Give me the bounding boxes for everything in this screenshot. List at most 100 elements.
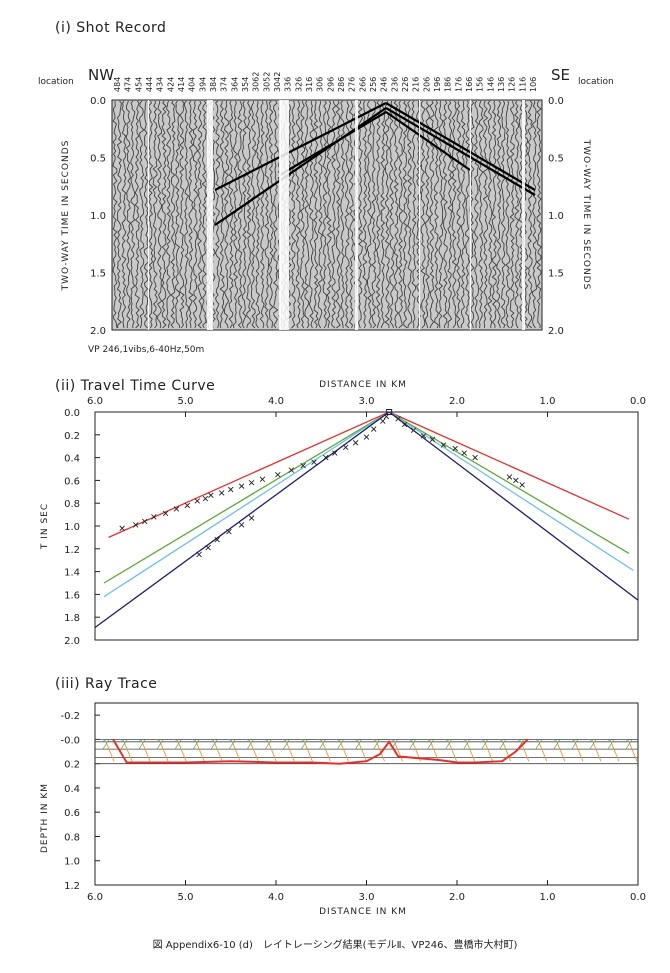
travel-time-line-red [108, 411, 630, 538]
ray-segment [282, 739, 288, 743]
seismic-trace [246, 100, 252, 329]
station-label: 106 [529, 77, 538, 92]
seismic-trace [393, 100, 399, 329]
ray-segment [301, 739, 308, 750]
station-label: 434 [156, 77, 165, 92]
station-label: 474 [124, 77, 133, 92]
seismic-trace [184, 100, 190, 329]
station-labels: 484 474 454 444 434 424 414 404 394 384 374 364 354 3… [113, 72, 538, 92]
observed-point [401, 421, 408, 428]
ray-trace-y-ticks: -0.2 -0.0 0.2 0.4 0.6 0.8 1.0 1.2 [60, 711, 100, 892]
ray-segment [571, 739, 579, 750]
station-label: 394 [198, 77, 207, 92]
figure-caption: 図 Appendix6-10 (d) レイトレーシング結果(モデルⅡ、VP246… [152, 940, 518, 951]
observed-point [513, 477, 519, 484]
travel-time-y-ticks: 0.0 0.2 0.4 0.6 0.8 1.0 1.2 1.4 1.6 1.8 2.0 [64, 408, 100, 647]
seismic-trace [308, 100, 314, 329]
travel-time-y-tick-label: 1.4 [64, 568, 80, 579]
seismic-trace [201, 100, 207, 329]
travel-time-y-tick-label: 1.8 [64, 613, 80, 624]
ray-segment [192, 739, 200, 750]
travel-time-y-tick-label: 1.2 [64, 545, 80, 556]
ray-trace-y-tick-label: 0.6 [64, 808, 80, 819]
ray-trace-ylabel: DEPTH IN KM [40, 783, 50, 853]
observed-point [440, 442, 447, 448]
ray-segment [624, 739, 631, 743]
ray-segment [173, 739, 180, 743]
seismic-trace [112, 101, 118, 329]
seismic-trace [357, 101, 364, 329]
ray-segment [444, 739, 450, 743]
ray-trace-x-tick-label: 0.0 [630, 892, 646, 903]
observed-point [342, 444, 349, 451]
travel-time-y-tick-label: 0.0 [64, 408, 80, 419]
ray-segment [589, 739, 597, 750]
ray-segment [264, 739, 270, 743]
ray-segment [120, 739, 128, 750]
seismic-trace [152, 100, 158, 329]
station-label: 206 [422, 77, 431, 92]
ray-trace-x-tick-label: 4.0 [268, 892, 284, 903]
station-label: 266 [358, 77, 367, 92]
observed-point [205, 544, 211, 551]
seismic-trace [255, 100, 261, 329]
ray-segment [337, 739, 344, 750]
station-label: 196 [433, 77, 442, 92]
shot-time-tick-right: 1.0 [548, 211, 564, 222]
seismic-trace [299, 100, 306, 329]
shot-time-tick-left: 0.0 [90, 96, 106, 107]
ray-segment [499, 739, 507, 750]
location-label-right: location [578, 77, 614, 87]
ray-segment [354, 739, 360, 743]
travel-time-ylabel: T IN SEC [40, 503, 50, 550]
observed-point [248, 515, 255, 521]
observed-point [429, 436, 436, 443]
observed-point [363, 434, 370, 440]
observed-point [395, 416, 401, 422]
seismic-trace [465, 100, 471, 329]
travel-time-x-ticks: 6.0 5.0 4.0 3.0 2.0 1.0 0.0 [87, 396, 646, 417]
ray-segment [552, 739, 559, 743]
ray-segment [480, 739, 486, 743]
station-label: 484 [113, 77, 122, 92]
seismic-trace [491, 100, 498, 329]
ray-trace-layers [95, 739, 638, 765]
observed-point [162, 510, 169, 517]
seismogram-traces [112, 100, 542, 330]
shot-record-footer: VP 246,1vibs,6-40Hz,50m [88, 345, 204, 355]
station-label: 454 [134, 77, 143, 92]
reflection-band [385, 111, 471, 171]
observed-point [472, 454, 478, 461]
shot-time-tick-left: 1.5 [90, 269, 106, 280]
shot-time-tick-right: 1.5 [548, 269, 564, 280]
ray-segment [535, 739, 543, 750]
travel-time-series [94, 411, 639, 629]
seismic-trace [322, 100, 328, 329]
ray-segment [319, 739, 326, 750]
seismic-trace [460, 100, 466, 329]
trace-gap [470, 100, 471, 330]
observed-point [184, 502, 191, 509]
ray-segment [588, 739, 595, 743]
ray-segment [481, 739, 489, 750]
station-label: 326 [294, 77, 303, 92]
ray-segment [210, 739, 216, 743]
ray-trace-xlabel: DISTANCE IN KM [319, 907, 407, 917]
travel-time-x-tick-label: 5.0 [178, 396, 194, 407]
observed-point [196, 551, 202, 558]
observed-point [311, 459, 317, 465]
seismic-trace [469, 100, 475, 329]
seismic-trace [188, 100, 194, 329]
seismic-trace [438, 100, 444, 329]
observed-point [452, 445, 458, 452]
observed-point [506, 474, 513, 480]
travel-time-x-tick-label: 3.0 [359, 396, 375, 407]
station-label: 126 [508, 77, 517, 92]
ray-segment [409, 739, 416, 750]
ray-trace-y-tick-label: -0.0 [60, 735, 80, 746]
trace-gap [279, 100, 289, 330]
trace-gap [148, 100, 149, 330]
observed-point [226, 528, 232, 535]
ray-segment [336, 739, 342, 743]
seismic-trace [148, 100, 154, 329]
